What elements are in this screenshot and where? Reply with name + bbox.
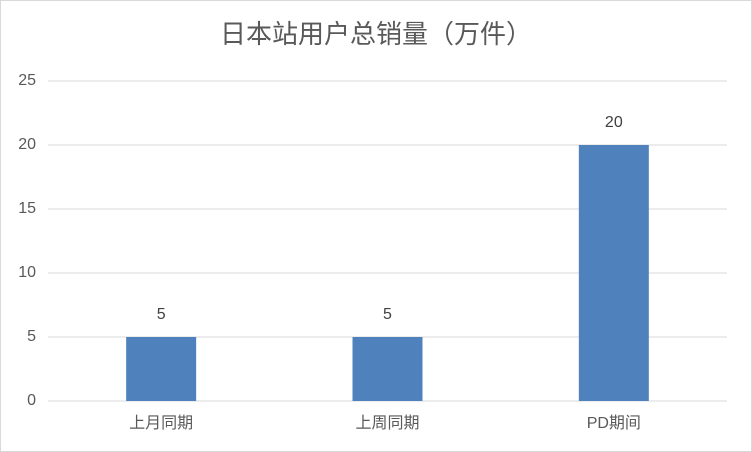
- x-tick-label: PD期间: [587, 414, 641, 432]
- chart-title: 日本站用户总销量（万件）: [220, 19, 532, 49]
- bar: [352, 337, 423, 401]
- y-tick-label: 5: [27, 328, 36, 345]
- y-tick-label: 20: [18, 136, 36, 153]
- y-tick-label: 10: [18, 264, 36, 281]
- y-tick-label: 0: [27, 392, 36, 409]
- y-tick-label: 15: [18, 200, 36, 217]
- y-tick-label: 25: [18, 72, 36, 89]
- data-label: 5: [157, 306, 166, 323]
- x-tick-label: 上月同期: [129, 414, 193, 432]
- x-tick-label: 上周同期: [355, 414, 419, 432]
- bar: [578, 145, 649, 401]
- data-label: 20: [605, 114, 623, 131]
- bar: [126, 337, 197, 401]
- data-label: 5: [383, 306, 392, 323]
